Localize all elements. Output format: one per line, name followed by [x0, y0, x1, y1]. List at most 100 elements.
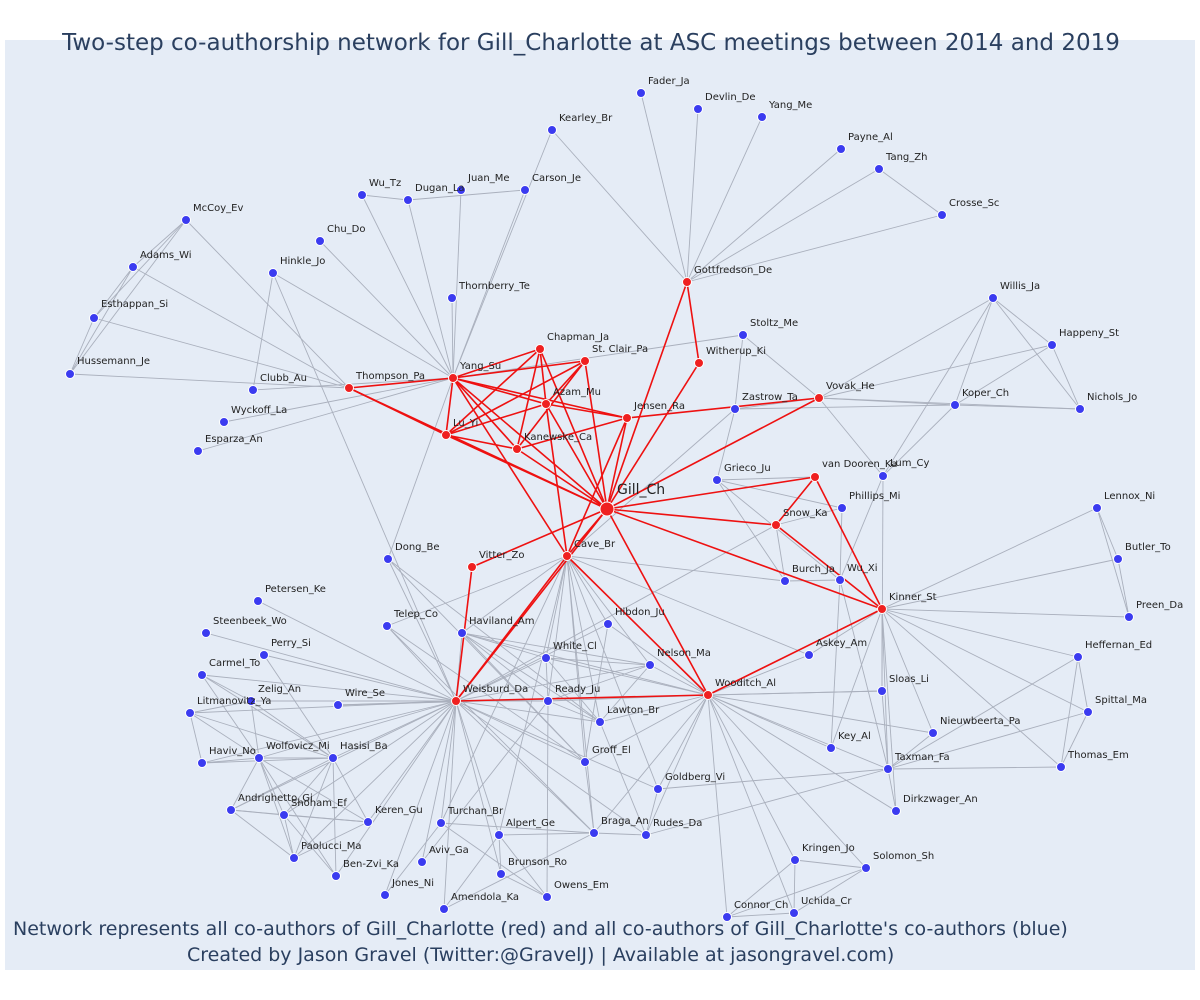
node-wolfovicz-mi[interactable] — [254, 753, 264, 763]
node-nichols-jo[interactable] — [1075, 404, 1085, 414]
node-spittal-ma[interactable] — [1083, 707, 1093, 717]
node-askey-am[interactable] — [804, 650, 814, 660]
node-ben-zvi-ka[interactable] — [331, 871, 341, 881]
node-jones-ni[interactable] — [380, 890, 390, 900]
node-lennox-ni[interactable] — [1092, 503, 1102, 513]
node-uchida-cr[interactable] — [789, 908, 799, 918]
node-nieuwbeerta-pa[interactable] — [928, 728, 938, 738]
node-snow-ka[interactable] — [771, 520, 781, 530]
node-esparza-an[interactable] — [193, 446, 203, 456]
node-gill-ch[interactable] — [599, 501, 615, 517]
node-heffernan-ed[interactable] — [1073, 652, 1083, 662]
node-witherup-ki[interactable] — [694, 358, 704, 368]
node-paolucci-ma[interactable] — [289, 853, 299, 863]
node-esthappan-si[interactable] — [89, 313, 99, 323]
node-key-al[interactable] — [826, 743, 836, 753]
node-happeny-st[interactable] — [1047, 340, 1057, 350]
node-carmel-to[interactable] — [197, 670, 207, 680]
node-turchan-br[interactable] — [436, 818, 446, 828]
node-juan-me[interactable] — [456, 185, 466, 195]
node-burch-ja[interactable] — [780, 576, 790, 586]
node-kearley-br[interactable] — [547, 125, 557, 135]
node-preen-da[interactable] — [1124, 612, 1134, 622]
node-willis-ja[interactable] — [988, 293, 998, 303]
node-rudes-da[interactable] — [641, 830, 651, 840]
node-braga-an[interactable] — [589, 828, 599, 838]
node-lum-cy[interactable] — [878, 471, 888, 481]
node-adams-wi[interactable] — [128, 262, 138, 272]
node-perry-si[interactable] — [259, 650, 269, 660]
node-andrighetto-gi[interactable] — [226, 805, 236, 815]
node-brunson-ro[interactable] — [496, 869, 506, 879]
node-groff-el[interactable] — [580, 757, 590, 767]
node-devlin-de[interactable] — [693, 104, 703, 114]
node-clubb-au[interactable] — [248, 385, 258, 395]
node-tang-zh[interactable] — [874, 164, 884, 174]
node-haviv-no[interactable] — [197, 758, 207, 768]
node-cave-br[interactable] — [562, 551, 572, 561]
node-haviland-am[interactable] — [457, 628, 467, 638]
node-petersen-ke[interactable] — [253, 596, 263, 606]
node-butler-to[interactable] — [1113, 554, 1123, 564]
node-amendola-ka[interactable] — [439, 904, 449, 914]
node-yang-su[interactable] — [448, 373, 458, 383]
node-chu-do[interactable] — [315, 236, 325, 246]
node-shoham-ef[interactable] — [279, 810, 289, 820]
node-lawton-br[interactable] — [595, 717, 605, 727]
node-hinkle-jo[interactable] — [268, 268, 278, 278]
node-taxman-fa[interactable] — [883, 764, 893, 774]
node-yang-me[interactable] — [757, 112, 767, 122]
node-wyckoff-la[interactable] — [219, 417, 229, 427]
node-azam-mu[interactable] — [541, 399, 551, 409]
node-dong-be[interactable] — [383, 554, 393, 564]
node-lu-yi[interactable] — [441, 430, 451, 440]
node-dirkzwager-an[interactable] — [891, 806, 901, 816]
node-kinner-st[interactable] — [877, 604, 887, 614]
node-wire-se[interactable] — [333, 700, 343, 710]
node-jensen-ra[interactable] — [622, 413, 632, 423]
node-steenbeek-wo[interactable] — [201, 628, 211, 638]
node-white-cl[interactable] — [541, 653, 551, 663]
node-connor-ch[interactable] — [722, 912, 732, 922]
node-vovak-he[interactable] — [814, 393, 824, 403]
node-zelig-an[interactable] — [246, 696, 256, 706]
node-nelson-ma[interactable] — [645, 660, 655, 670]
node-litmanovitz-ya[interactable] — [185, 708, 195, 718]
node-koper-ch[interactable] — [950, 400, 960, 410]
node-hibdon-ju[interactable] — [603, 619, 613, 629]
node-hasisi-ba[interactable] — [328, 753, 338, 763]
node-owens-em[interactable] — [542, 892, 552, 902]
node-fader-ja[interactable] — [636, 88, 646, 98]
node-gottfredson-de[interactable] — [682, 277, 692, 287]
node-payne-al[interactable] — [836, 144, 846, 154]
node-goldberg-vi[interactable] — [653, 784, 663, 794]
node-vitter-zo[interactable] — [467, 562, 477, 572]
node-dugan-la[interactable] — [403, 195, 413, 205]
node-grieco-ju[interactable] — [712, 475, 722, 485]
node-zastrow-ta[interactable] — [730, 404, 740, 414]
node-keren-gu[interactable] — [363, 817, 373, 827]
node-st-clair-pa[interactable] — [580, 356, 590, 366]
node-telep-co[interactable] — [382, 621, 392, 631]
node-crosse-sc[interactable] — [937, 210, 947, 220]
node-phillips-mi[interactable] — [837, 503, 847, 513]
node-thornberry-te[interactable] — [447, 293, 457, 303]
node-wooditch-al[interactable] — [703, 690, 713, 700]
node-chapman-ja[interactable] — [535, 344, 545, 354]
node-sloas-li[interactable] — [877, 686, 887, 696]
node-hussemann-je[interactable] — [65, 369, 75, 379]
node-kringen-jo[interactable] — [790, 855, 800, 865]
node-solomon-sh[interactable] — [861, 863, 871, 873]
node-ready-ju[interactable] — [543, 696, 553, 706]
node-thomas-em[interactable] — [1056, 762, 1066, 772]
node-alpert-ge[interactable] — [494, 830, 504, 840]
node-aviv-ga[interactable] — [417, 857, 427, 867]
node-wu-xi[interactable] — [835, 575, 845, 585]
node-weisburd-da[interactable] — [451, 696, 461, 706]
node-mccoy-ev[interactable] — [181, 215, 191, 225]
node-van-dooren-ka[interactable] — [810, 472, 820, 482]
node-stoltz-me[interactable] — [738, 330, 748, 340]
node-thompson-pa[interactable] — [344, 383, 354, 393]
node-wu-tz[interactable] — [357, 190, 367, 200]
node-kanewske-ca[interactable] — [512, 444, 522, 454]
